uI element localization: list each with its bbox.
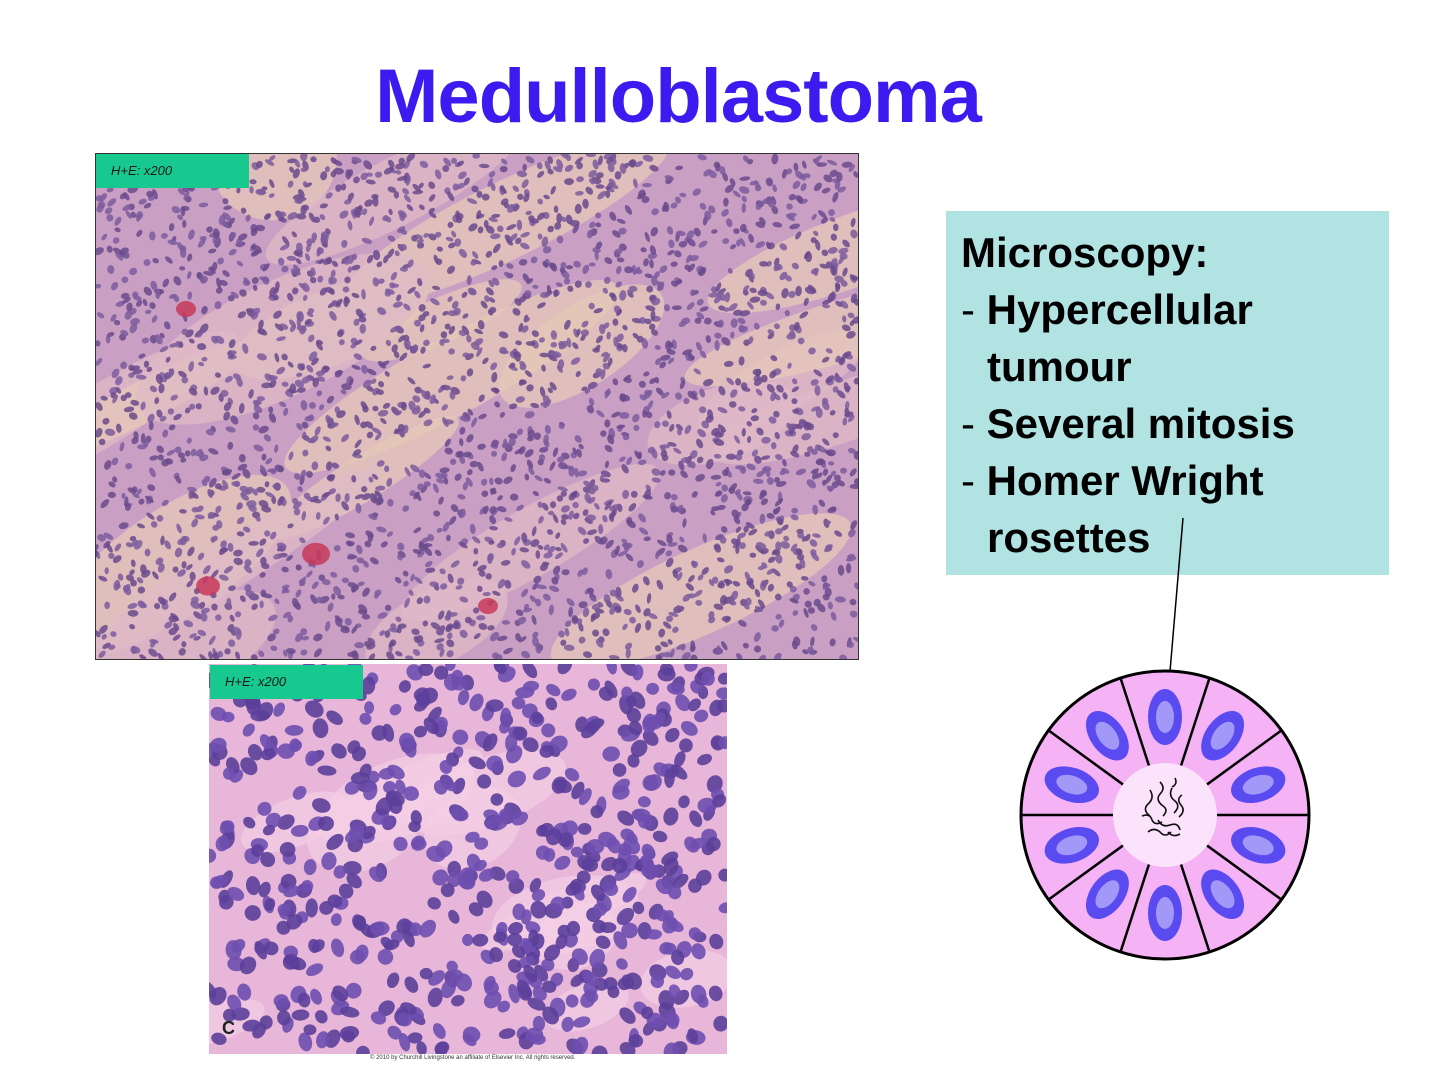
rosette-cell-border bbox=[1119, 677, 1151, 766]
rosette-cell-border bbox=[1119, 864, 1151, 953]
info-item-text: Several mitosis bbox=[986, 400, 1295, 447]
stain-label-top: H+E: x200 bbox=[96, 154, 249, 188]
rosette-cell-border bbox=[1047, 844, 1124, 901]
bullet-dash: - bbox=[961, 457, 987, 504]
rosette-nucleus-highlight bbox=[1210, 721, 1235, 750]
info-item-continuation: rosettes bbox=[987, 514, 1151, 561]
micrograph-top bbox=[95, 153, 859, 660]
rosette-nucleus-highlight bbox=[1095, 880, 1120, 909]
rosette-nucleus-highlight bbox=[1242, 835, 1274, 856]
info-item-text: Homer Wright bbox=[986, 457, 1264, 504]
info-heading: Microscopy: bbox=[961, 229, 1209, 276]
stain-label-bottom: H+E: x200 bbox=[210, 665, 363, 699]
micrograph-bottom bbox=[209, 664, 727, 1054]
rosette-nucleus-highlight bbox=[1056, 774, 1088, 795]
micrograph-top-image bbox=[96, 154, 858, 659]
rosette-cell-border bbox=[1206, 729, 1283, 786]
slide-title: Medulloblastoma bbox=[375, 54, 982, 139]
rosette-nucleus-highlight bbox=[1156, 701, 1174, 733]
panel-letter: C bbox=[222, 1018, 235, 1038]
info-item: - Homer Wright rosettes bbox=[961, 452, 1389, 566]
info-item: - Several mitosis bbox=[961, 395, 1389, 452]
rosette-cell-border bbox=[1179, 677, 1211, 766]
rosette-cell-border bbox=[1047, 729, 1124, 786]
rosette-cell-border bbox=[1179, 864, 1211, 953]
bullet-dash: - bbox=[961, 400, 987, 447]
info-item-text: Hypercellular bbox=[986, 286, 1253, 333]
info-item: - Hypercellular tumour bbox=[961, 281, 1389, 395]
rosette-cell-border bbox=[1206, 844, 1283, 901]
neurofibril-tangle bbox=[1141, 777, 1184, 837]
rosette-diagram bbox=[1019, 669, 1311, 961]
rosette-nucleus-highlight bbox=[1156, 897, 1174, 929]
microscopy-info-box: Microscopy: - Hypercellular tumour - Sev… bbox=[946, 211, 1389, 575]
rosette-lumen bbox=[1113, 763, 1217, 867]
rosette-nucleus-highlight bbox=[1056, 835, 1088, 856]
rosette-nucleus-highlight bbox=[1210, 880, 1235, 909]
rosette-nucleus-highlight bbox=[1095, 721, 1120, 750]
copyright-notice: © 2010 by Churchill Livingstone an affil… bbox=[370, 1055, 576, 1061]
bullet-dash: - bbox=[961, 286, 987, 333]
rosette-nucleus-highlight bbox=[1242, 774, 1274, 795]
micrograph-bottom-image bbox=[209, 664, 727, 1054]
info-item-continuation: tumour bbox=[987, 343, 1132, 390]
